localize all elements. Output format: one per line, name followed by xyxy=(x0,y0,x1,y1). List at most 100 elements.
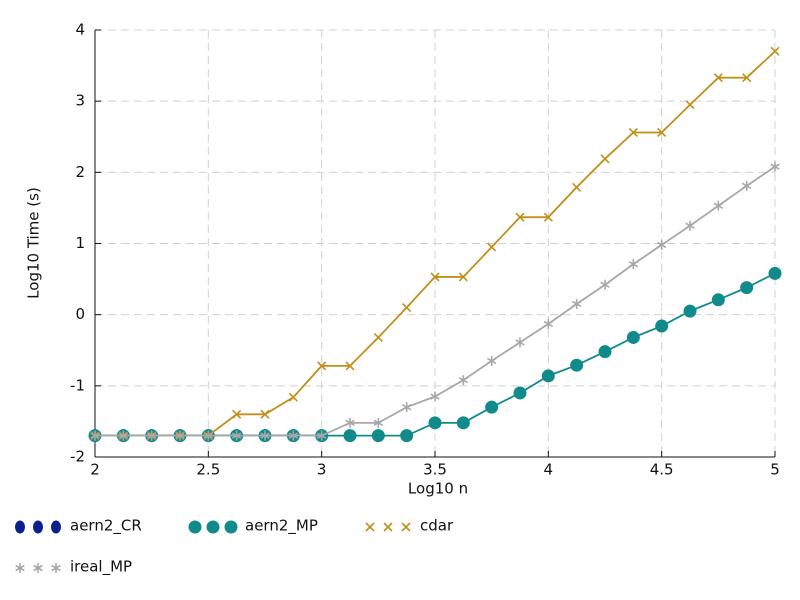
marker xyxy=(383,522,393,532)
marker-shape xyxy=(430,391,440,402)
marker-shape xyxy=(373,417,384,428)
marker xyxy=(345,361,355,371)
marker-shape xyxy=(428,416,442,430)
marker-shape xyxy=(383,522,393,532)
marker-shape xyxy=(288,430,299,441)
marker xyxy=(628,259,639,270)
marker xyxy=(770,46,780,56)
legend-item: aern2_MP xyxy=(188,517,318,536)
marker xyxy=(458,375,469,386)
marker-shape xyxy=(343,429,357,443)
marker xyxy=(188,520,202,534)
marker xyxy=(175,430,185,441)
legend-label: ireal_MP xyxy=(70,558,132,577)
marker-shape xyxy=(683,304,697,318)
marker-shape xyxy=(513,386,527,400)
marker-shape xyxy=(345,417,355,428)
marker-shape xyxy=(571,298,582,309)
legend-label: aern2_MP xyxy=(245,517,318,536)
marker-shape xyxy=(175,430,185,441)
marker-shape xyxy=(260,430,270,441)
marker xyxy=(770,161,780,172)
marker xyxy=(118,430,129,441)
marker xyxy=(600,279,610,290)
marker-shape xyxy=(400,429,414,443)
marker xyxy=(713,73,723,83)
marker-shape xyxy=(685,100,695,110)
marker-shape xyxy=(770,161,780,172)
marker xyxy=(401,522,411,532)
marker xyxy=(741,180,752,191)
marker xyxy=(203,430,214,441)
marker-shape xyxy=(345,361,355,371)
marker-shape xyxy=(742,73,752,83)
marker xyxy=(232,409,242,419)
x-tick-label: 2 xyxy=(90,461,100,479)
marker xyxy=(345,417,355,428)
marker xyxy=(430,272,440,282)
marker-shape xyxy=(430,272,440,282)
y-tick-label: 3 xyxy=(75,92,85,110)
marker-shape xyxy=(146,430,157,441)
marker-shape xyxy=(118,430,129,441)
marker xyxy=(656,239,667,250)
marker-shape xyxy=(713,73,723,83)
marker xyxy=(260,430,270,441)
marker-shape xyxy=(317,361,327,371)
y-tick-label: 4 xyxy=(75,21,85,39)
x-tick-label: 4.5 xyxy=(650,461,674,479)
marker-shape xyxy=(713,200,724,211)
marker xyxy=(288,392,298,402)
marker xyxy=(373,332,383,343)
marker-shape xyxy=(316,430,327,441)
x-tick-label: 5 xyxy=(770,461,780,479)
marker xyxy=(570,358,584,372)
y-tick-label: -2 xyxy=(70,448,85,466)
marker-shape xyxy=(51,520,61,534)
marker-shape xyxy=(656,239,667,250)
marker xyxy=(51,520,61,534)
marker-shape xyxy=(628,259,639,270)
marker-shape xyxy=(231,430,242,441)
marker xyxy=(683,304,697,318)
marker xyxy=(515,212,525,222)
marker-shape xyxy=(458,375,469,386)
marker xyxy=(711,293,725,307)
y-tick-label: -1 xyxy=(70,376,85,394)
marker-shape xyxy=(626,330,640,344)
marker xyxy=(400,429,414,443)
marker-shape xyxy=(541,369,555,383)
marker-shape xyxy=(600,154,610,164)
marker xyxy=(598,345,612,359)
marker-shape xyxy=(770,46,780,56)
marker xyxy=(628,127,638,138)
marker xyxy=(317,361,327,371)
marker xyxy=(343,429,357,443)
marker xyxy=(626,330,640,344)
marker-shape xyxy=(543,318,554,329)
marker xyxy=(768,266,782,280)
marker-shape xyxy=(90,430,100,441)
marker xyxy=(51,563,61,573)
marker-shape xyxy=(203,430,214,441)
marker xyxy=(371,429,385,443)
marker-shape xyxy=(657,127,667,138)
marker xyxy=(571,298,582,309)
marker-shape xyxy=(260,409,270,419)
marker-shape xyxy=(515,337,525,348)
marker-shape xyxy=(232,409,242,419)
x-tick-label: 4 xyxy=(544,461,554,479)
marker-shape xyxy=(741,180,752,191)
legend-item: aern2_CR xyxy=(15,517,142,536)
marker xyxy=(485,400,499,414)
marker-shape xyxy=(15,563,25,573)
marker-shape xyxy=(456,416,470,430)
marker-shape xyxy=(543,212,553,222)
marker xyxy=(373,417,384,428)
marker-shape xyxy=(711,293,725,307)
marker-shape xyxy=(206,520,220,534)
marker xyxy=(541,369,555,383)
marker xyxy=(486,355,497,366)
y-tick-label: 0 xyxy=(75,305,85,323)
marker-shape xyxy=(188,520,202,534)
